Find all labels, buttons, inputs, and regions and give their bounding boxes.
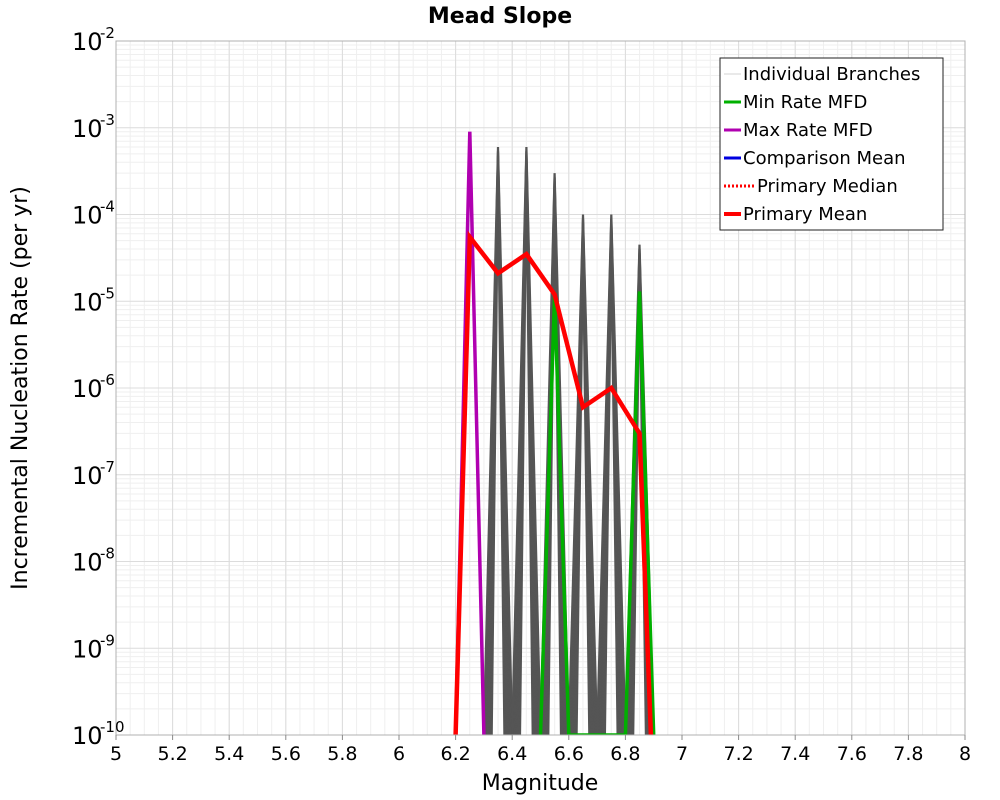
y-tick-label: 10-7	[72, 458, 115, 490]
y-tick-base: 10	[72, 635, 103, 663]
plot-frame	[115, 40, 966, 736]
y-tick-exponent: -5	[100, 284, 115, 302]
legend-label: Primary Mean	[743, 204, 867, 225]
y-tick-label: 10-10	[72, 718, 125, 750]
branch-line	[596, 214, 627, 735]
legend-item: Comparison Mean	[724, 148, 906, 169]
series-min-rate-mfd	[538, 291, 656, 735]
y-tick-base: 10	[72, 202, 103, 230]
y-tick-label: 10-9	[72, 631, 115, 663]
x-tick-label: 5.4	[214, 743, 244, 765]
legend-label: Primary Median	[757, 176, 898, 197]
legend-item: Max Rate MFD	[724, 120, 873, 141]
x-tick-label: 7.2	[723, 743, 753, 765]
x-tick-label: 6.2	[440, 743, 470, 765]
y-tick-base: 10	[72, 288, 103, 316]
branch-line	[567, 214, 599, 735]
y-tick-label: 10-2	[72, 24, 115, 56]
y-tick-exponent: -2	[100, 24, 115, 42]
legend-item: Individual Branches	[724, 64, 920, 85]
legend: Individual Branches Min Rate MFD Max Rate …	[719, 57, 944, 231]
y-tick-base: 10	[72, 549, 103, 577]
x-axis-label: Magnitude	[482, 771, 599, 796]
y-tick-exponent: -9	[100, 631, 115, 649]
y-tick-base: 10	[72, 722, 103, 750]
legend-item: Primary Median	[724, 176, 898, 197]
x-tick-label: 7.8	[893, 743, 923, 765]
x-tick-label: 5.8	[327, 743, 357, 765]
x-tick-label: 6	[393, 743, 405, 765]
x-tick-label: 7.4	[780, 743, 810, 765]
y-tick-exponent: -7	[100, 458, 115, 476]
x-tick-label: 5.2	[157, 743, 187, 765]
x-tick-label: 8	[959, 743, 971, 765]
y-axis-label: Incremental Nucleation Rate (per yr)	[8, 186, 33, 590]
y-tick-base: 10	[72, 375, 103, 403]
legend-label: Comparison Mean	[743, 148, 906, 169]
y-tick-exponent: -10	[100, 718, 125, 736]
y-tick-exponent: -8	[100, 545, 115, 563]
y-tick-label: 10-3	[72, 111, 115, 143]
y-tick-exponent: -6	[100, 371, 115, 389]
x-tick-label: 7	[676, 743, 688, 765]
y-tick-base: 10	[72, 115, 103, 143]
x-tick-label: 7.6	[837, 743, 867, 765]
legend-label: Max Rate MFD	[743, 120, 873, 141]
individual-branches	[482, 146, 655, 735]
y-tick-exponent: -3	[100, 111, 115, 129]
legend-item: Primary Mean	[724, 204, 867, 225]
legend-label: Min Rate MFD	[743, 92, 867, 113]
x-tick-label: 5	[110, 743, 122, 765]
legend-item: Min Rate MFD	[724, 92, 867, 113]
legend-box	[719, 57, 944, 231]
x-tick-label: 6.8	[610, 743, 640, 765]
y-tick-label: 10-6	[72, 371, 115, 403]
series-primary-mean	[453, 230, 654, 735]
branch-line	[511, 146, 542, 735]
y-tick-base: 10	[72, 28, 103, 56]
branch-line	[482, 146, 514, 735]
x-tick-label: 6.6	[554, 743, 584, 765]
x-tick-label: 5.6	[271, 743, 301, 765]
series-lines	[453, 131, 656, 735]
chart-title: Mead Slope	[428, 4, 572, 29]
y-tick-label: 10-4	[72, 198, 115, 230]
legend-label: Individual Branches	[743, 64, 920, 85]
y-tick-label: 10-8	[72, 545, 115, 577]
y-axis-ticks: 10-210-310-410-510-610-710-810-910-10	[72, 24, 125, 750]
y-tick-exponent: -4	[100, 198, 115, 216]
y-tick-label: 10-5	[72, 284, 115, 316]
y-tick-base: 10	[72, 462, 103, 490]
x-tick-label: 6.4	[497, 743, 527, 765]
x-axis-ticks: 5 5.2 5.4 5.6 5.8 6 6.2 6.4 6.6 6.8 7 7.2 7.4 7.6 7.8 8	[110, 735, 971, 765]
